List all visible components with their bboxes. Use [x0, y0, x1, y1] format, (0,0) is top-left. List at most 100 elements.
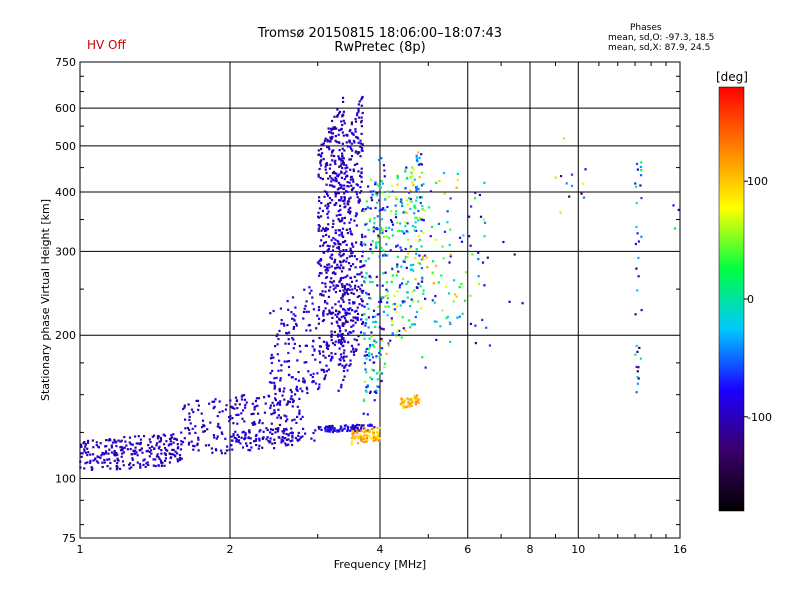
data-point	[334, 291, 338, 294]
data-point	[150, 452, 153, 455]
data-point	[347, 332, 350, 335]
data-point	[339, 267, 342, 270]
data-point	[326, 212, 329, 216]
data-point	[368, 354, 371, 357]
data-point	[217, 422, 220, 426]
data-point	[328, 430, 331, 433]
data-point	[368, 337, 371, 340]
data-point	[317, 229, 320, 232]
data-point	[372, 429, 375, 432]
data-point	[353, 427, 356, 430]
data-point	[444, 285, 447, 288]
data-point	[330, 257, 333, 260]
data-point	[640, 235, 643, 238]
data-point	[386, 190, 389, 193]
data-point	[453, 279, 456, 282]
data-point	[327, 247, 330, 251]
data-point	[334, 258, 337, 261]
data-point	[406, 222, 409, 225]
data-point	[322, 310, 325, 313]
data-point	[318, 225, 321, 228]
data-point	[336, 284, 340, 287]
data-point	[323, 370, 326, 373]
data-point	[334, 352, 337, 355]
data-point	[257, 447, 260, 450]
data-point	[369, 376, 372, 379]
data-point	[385, 288, 388, 291]
data-point	[343, 339, 346, 342]
data-point	[374, 206, 377, 210]
data-point	[405, 266, 408, 269]
data-point	[171, 453, 174, 456]
data-point	[279, 400, 282, 403]
data-point	[337, 181, 340, 184]
data-point	[357, 103, 360, 106]
data-point	[294, 322, 298, 326]
data-point	[386, 205, 389, 209]
data-point	[407, 280, 410, 283]
data-point	[360, 121, 363, 124]
data-point	[335, 180, 338, 183]
data-point	[314, 382, 318, 385]
data-point	[330, 429, 333, 432]
data-point	[483, 181, 486, 184]
data-point	[156, 435, 160, 438]
data-point	[404, 247, 407, 251]
data-point	[273, 438, 276, 441]
data-point	[79, 443, 83, 446]
data-point	[345, 141, 348, 144]
data-point	[245, 444, 249, 447]
data-point	[337, 324, 340, 327]
data-point	[84, 451, 88, 454]
data-point	[353, 163, 357, 166]
data-point	[321, 209, 324, 213]
data-point	[381, 339, 384, 342]
data-point	[431, 299, 434, 302]
data-point	[380, 218, 384, 221]
data-point	[412, 269, 415, 272]
data-point	[325, 233, 328, 236]
data-point	[354, 349, 357, 352]
data-point	[382, 207, 385, 210]
data-point	[396, 175, 399, 178]
data-point	[274, 427, 277, 430]
data-point	[221, 432, 224, 435]
data-point	[308, 292, 311, 295]
data-point	[381, 231, 384, 234]
data-point	[333, 126, 337, 129]
data-point	[348, 283, 351, 286]
data-point	[211, 400, 214, 403]
data-point	[134, 446, 137, 449]
data-point	[351, 437, 354, 440]
data-point	[343, 196, 346, 199]
data-point	[92, 446, 95, 449]
data-point	[470, 205, 473, 208]
data-point	[381, 229, 384, 232]
data-point	[343, 349, 346, 352]
data-point	[324, 163, 328, 166]
data-point	[342, 378, 345, 382]
data-point	[215, 437, 218, 440]
data-point	[204, 444, 208, 447]
data-point	[414, 226, 417, 229]
data-point	[387, 294, 390, 297]
data-point	[294, 378, 297, 381]
data-point	[279, 417, 282, 420]
data-point	[379, 298, 382, 302]
data-point	[341, 241, 345, 244]
data-point	[100, 454, 103, 457]
data-point	[103, 458, 106, 462]
data-point	[230, 444, 233, 447]
data-point	[357, 141, 360, 144]
data-point	[359, 260, 362, 263]
data-point	[340, 283, 344, 286]
data-point	[353, 437, 356, 440]
data-point	[291, 405, 294, 408]
data-point	[272, 356, 275, 359]
data-point	[328, 289, 331, 292]
data-point	[481, 261, 485, 264]
data-point	[249, 437, 252, 440]
data-point	[360, 426, 363, 429]
data-point	[131, 457, 134, 460]
data-point	[340, 386, 343, 389]
